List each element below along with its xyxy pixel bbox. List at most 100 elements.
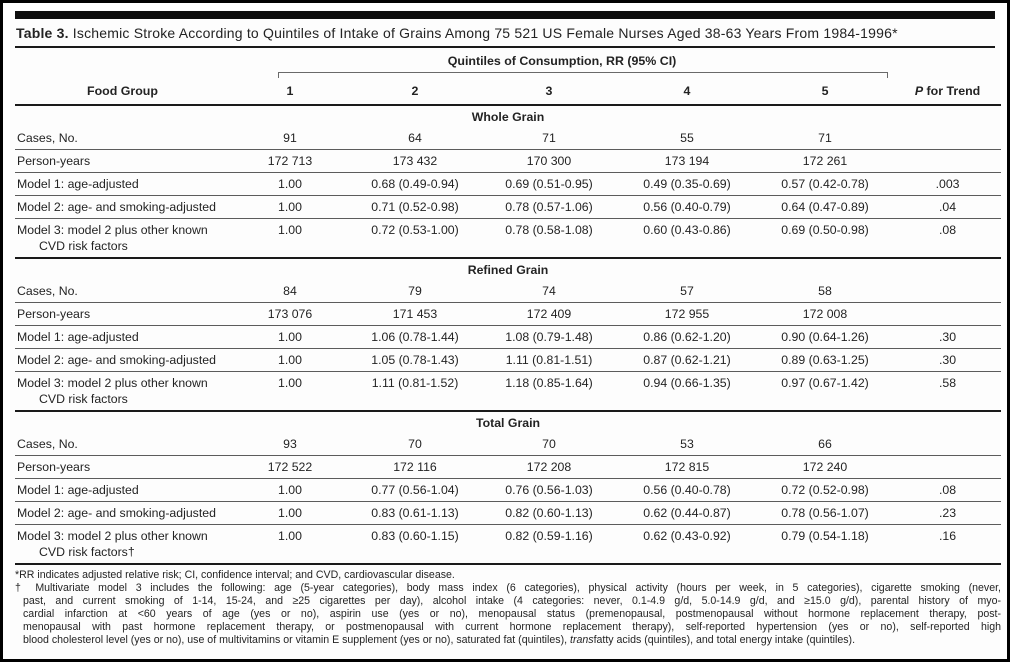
cell-value: 0.72 (0.53-1.00) xyxy=(350,218,480,259)
cell-value: 172 240 xyxy=(756,455,895,479)
cell-value: 172 815 xyxy=(618,455,756,479)
footnote-dagger-last-post: fatty acids (quintiles), and total energ… xyxy=(593,634,856,646)
p-for-trend-italic: P xyxy=(914,84,924,98)
row-label-cell: Person-years xyxy=(15,455,230,479)
cell-value: 172 116 xyxy=(350,455,480,479)
footnote-dagger-last-pre: blood cholesterol level (yes or no), use… xyxy=(23,634,570,646)
table-row: Model 1: age-adjusted 1.00 0.77 (0.56-1.04… xyxy=(15,478,1002,502)
row-label: Model 3: model 2 plus other known xyxy=(17,529,208,543)
p-for-trend-header: P for Trend xyxy=(894,78,1002,106)
top-rule-bar xyxy=(15,11,995,19)
cell-value: 0.86 (0.62-1.20) xyxy=(618,325,756,349)
cell-value: 0.62 (0.44-0.87) xyxy=(618,501,756,525)
cell-value: 58 xyxy=(756,280,895,303)
cell-value: 70 xyxy=(350,433,480,456)
cell-value: 0.82 (0.59-1.16) xyxy=(480,524,618,565)
section-header-row: Refined Grain xyxy=(15,258,1001,280)
p-value: .58 xyxy=(894,371,1002,412)
footnote-dagger-line: cardial infarction at <60 years of age (… xyxy=(23,608,1001,620)
row-label-cell: Model 1: age-adjusted xyxy=(15,478,230,502)
table-row: Cases, No. 84 79 74 57 58 xyxy=(15,280,1002,303)
spacer-cell xyxy=(15,48,230,78)
table-row: Cases, No. 93 70 70 53 66 xyxy=(15,433,1002,456)
row-label: Cases, No. xyxy=(17,284,78,298)
row-label: Cases, No. xyxy=(17,131,78,145)
cell-value: 172 522 xyxy=(230,455,350,479)
cell-value: 0.87 (0.62-1.21) xyxy=(618,348,756,372)
cell-value: 172 409 xyxy=(480,302,618,326)
section-title: Total Grain xyxy=(476,416,541,430)
row-label: Model 3: model 2 plus other known xyxy=(17,223,208,237)
cell-value: 173 194 xyxy=(618,149,756,173)
cell-value: 1.00 xyxy=(230,218,350,259)
cell-value: 173 076 xyxy=(230,302,350,326)
row-label: Person-years xyxy=(17,154,91,168)
table-title-number: Table 3. xyxy=(16,25,69,41)
cell-value: 0.69 (0.50-0.98) xyxy=(756,218,895,259)
cell-value: 0.76 (0.56-1.03) xyxy=(480,478,618,502)
cell-value: 84 xyxy=(230,280,350,303)
cell-value: 0.77 (0.56-1.04) xyxy=(350,478,480,502)
cell-value: 173 432 xyxy=(350,149,480,173)
row-label-cell: Person-years xyxy=(15,302,230,326)
table-row: Model 1: age-adjusted 1.00 0.68 (0.49-0.94… xyxy=(15,172,1002,196)
cell-value: 70 xyxy=(480,433,618,456)
cell-value: 0.62 (0.43-0.92) xyxy=(618,524,756,565)
cell-value: 0.78 (0.57-1.06) xyxy=(480,195,618,219)
cell-value: 1.00 xyxy=(230,478,350,502)
row-label: Model 3: model 2 plus other known xyxy=(17,376,208,390)
cell-value: 1.00 xyxy=(230,524,350,565)
table-row: Cases, No. 91 64 71 55 71 xyxy=(15,127,1002,150)
cell-value: 1.00 xyxy=(230,172,350,196)
table-row: Model 2: age- and smoking-adjusted 1.00 0.… xyxy=(15,501,1002,525)
table-body: Whole Grain Cases, No. 91 64 71 55 71 Person-ye… xyxy=(15,105,1002,565)
footnote-dagger-last-line: blood cholesterol level (yes or no), use… xyxy=(15,634,1001,647)
cell-value: 55 xyxy=(618,127,756,150)
footnotes: *RR indicates adjusted relative risk; CI… xyxy=(15,565,1001,647)
cell-value: 1.11 (0.81-1.52) xyxy=(350,371,480,412)
cell-value: 0.83 (0.60-1.15) xyxy=(350,524,480,565)
cell-value: 1.05 (0.78-1.43) xyxy=(350,348,480,372)
quintile-3-header: 3 xyxy=(480,78,618,106)
section-header-row: Whole Grain xyxy=(15,105,1001,127)
cell-value: 0.94 (0.66-1.35) xyxy=(618,371,756,412)
row-label-cell: Person-years xyxy=(15,149,230,173)
section-header-row: Total Grain xyxy=(15,411,1001,433)
cell-value: 74 xyxy=(480,280,618,303)
cell-value: 172 261 xyxy=(756,149,895,173)
cell-value: 1.08 (0.79-1.48) xyxy=(480,325,618,349)
spacer-cell xyxy=(894,48,1001,78)
row-label-cell: Cases, No. xyxy=(15,127,230,150)
cell-value: 0.79 (0.54-1.18) xyxy=(756,524,895,565)
cell-value: 0.49 (0.35-0.69) xyxy=(618,172,756,196)
row-label-cell: Model 1: age-adjusted xyxy=(15,325,230,349)
data-table: Quintiles of Consumption, RR (95% CI) Fo… xyxy=(15,48,1002,565)
row-label: Model 2: age- and smoking-adjusted xyxy=(17,506,216,520)
p-value: .003 xyxy=(894,172,1002,196)
row-label: Cases, No. xyxy=(17,437,78,451)
food-group-header: Food Group xyxy=(15,78,230,106)
footnote-dagger-trans-italic: trans xyxy=(570,634,594,646)
p-value xyxy=(894,280,1002,303)
p-value xyxy=(894,127,1002,150)
cell-value: 79 xyxy=(350,280,480,303)
cell-value: 66 xyxy=(756,433,895,456)
cell-value: 0.56 (0.40-0.79) xyxy=(618,195,756,219)
row-label-cell: Model 3: model 2 plus other known CVD ris… xyxy=(15,524,230,565)
row-label: Model 2: age- and smoking-adjusted xyxy=(17,353,216,367)
cell-value: 0.64 (0.47-0.89) xyxy=(756,195,895,219)
table-row: Model 2: age- and smoking-adjusted 1.00 0.… xyxy=(15,195,1002,219)
p-value xyxy=(894,149,1002,173)
row-label-continuation: CVD risk factors xyxy=(39,392,128,406)
p-value: .30 xyxy=(894,325,1002,349)
cell-value: 1.00 xyxy=(230,325,350,349)
cell-value: 0.78 (0.58-1.08) xyxy=(480,218,618,259)
cell-value: 172 713 xyxy=(230,149,350,173)
p-value xyxy=(894,455,1002,479)
cell-value: 0.97 (0.67-1.42) xyxy=(756,371,895,412)
column-header-row: Food Group 1 2 3 4 5 P for Trend xyxy=(15,78,1002,106)
row-label-cell: Model 2: age- and smoking-adjusted xyxy=(15,501,230,525)
section-title: Whole Grain xyxy=(471,110,545,124)
footnote-dagger-line: † Multivariate model 3 includes the foll… xyxy=(15,582,1001,594)
quintiles-span-cell: Quintiles of Consumption, RR (95% CI) xyxy=(230,48,894,78)
